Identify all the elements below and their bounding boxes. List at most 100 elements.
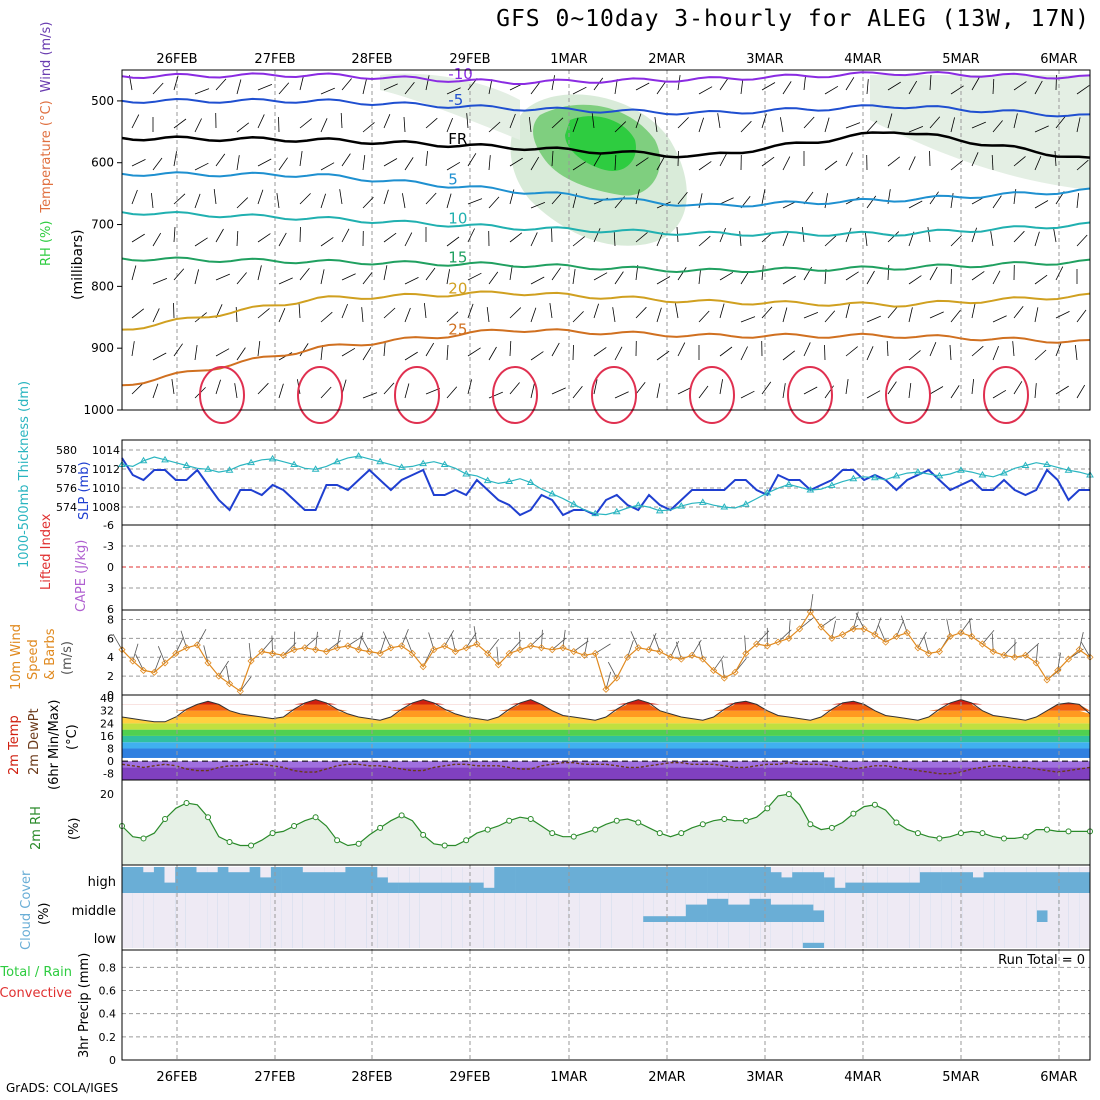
cloud-cell (302, 867, 314, 893)
wind-barb (740, 316, 756, 323)
wind-barb (866, 270, 875, 285)
wind-barb (677, 267, 687, 281)
wind-barb (379, 636, 387, 654)
wind-barb (572, 311, 584, 323)
thickness-marker (978, 470, 987, 478)
thickness-marker (225, 466, 234, 473)
wind-barb (530, 633, 544, 647)
rh-marker (527, 815, 534, 822)
wind-barb (235, 306, 238, 323)
wind-barb (1055, 74, 1057, 91)
wind-speed-marker (1064, 655, 1073, 663)
wind-barb (194, 118, 202, 133)
wind-barb (383, 158, 398, 167)
cloud-cell-clear (1036, 922, 1048, 948)
y-tick-label-right: 1012 (92, 463, 120, 476)
cloud-cell-clear (707, 893, 719, 899)
cloud-cell (643, 867, 655, 893)
cloud-cell-clear (845, 867, 857, 883)
cloud-cell-clear (558, 893, 570, 922)
wind-barb (803, 342, 811, 357)
cloud-cell-clear (260, 922, 272, 948)
cloud-cell (558, 867, 570, 893)
wind-barb (153, 655, 162, 673)
wind-speed-marker (742, 649, 750, 658)
wind-barb (1034, 125, 1049, 133)
wind-barb (698, 86, 713, 95)
wind-barb (866, 390, 881, 399)
wind-barb (803, 312, 819, 319)
wind-barb (131, 159, 146, 167)
cloud-cell-clear (792, 893, 804, 905)
cloud-cell-clear (824, 922, 836, 948)
wind-barb (1034, 349, 1047, 361)
wind-barb (824, 117, 830, 133)
cloud-cell (281, 867, 293, 893)
cloud-cell (728, 867, 740, 893)
cloud-cell-clear (270, 893, 282, 922)
rh-marker (377, 824, 384, 831)
wind-barb (677, 342, 686, 357)
wind-barb (852, 611, 859, 629)
wind-barb (591, 113, 595, 129)
cloud-cell (802, 893, 814, 922)
wind-barb (782, 275, 796, 285)
wind-speed-marker (516, 646, 524, 654)
cloud-cell-clear (260, 867, 272, 878)
y-axis-label-part: (%) (67, 818, 82, 841)
wind-barb (614, 121, 627, 133)
row-label: low (94, 932, 117, 947)
wind-speed-marker (312, 646, 320, 654)
cloud-cell-clear (143, 922, 155, 948)
wind-barb (908, 383, 912, 399)
rh-marker (850, 810, 857, 817)
wind-barb (215, 228, 224, 243)
wind-barb (740, 120, 752, 133)
cloud-cell-clear (419, 922, 431, 948)
cloud-cell-clear (919, 867, 931, 873)
cloud-cell-clear (653, 893, 665, 917)
wind-barb (691, 639, 702, 656)
cloud-cell-clear (909, 867, 921, 883)
cloud-cell-clear (1058, 922, 1070, 948)
cloud-cell-clear (1036, 867, 1048, 873)
wind-barb (845, 152, 853, 167)
y-tick-label: 0 (109, 1054, 116, 1067)
wind-barb (257, 158, 272, 167)
cloud-cell (962, 867, 974, 893)
wind-speed-marker (1011, 653, 1019, 661)
temperature-contour-loop (885, 366, 931, 424)
date-tick-bottom: 1MAR (550, 1070, 587, 1085)
wind-barb (215, 273, 230, 281)
cloud-cell-clear (164, 893, 176, 922)
wind-barb (782, 350, 796, 361)
rh-marker (140, 835, 147, 842)
thickness-marker (569, 500, 578, 507)
cloud-cell-clear (994, 867, 1006, 873)
wind-barb (320, 237, 334, 247)
wind-barb (1055, 341, 1062, 357)
wind-speed-marker (892, 632, 900, 641)
rh-marker (183, 800, 190, 807)
y-axis-label-part: Wind (m/s) (39, 22, 54, 93)
wind-barb (467, 153, 477, 167)
contour-label: 20 (448, 279, 467, 297)
wind-speed-marker (505, 649, 513, 658)
cloud-cell (653, 867, 665, 893)
wind-barb (530, 276, 545, 285)
cloud-panel: high middle low Cloud Cover (%) (19, 864, 1091, 951)
thickness-marker (677, 502, 686, 509)
wind-barb (278, 82, 290, 95)
wind-barb (509, 307, 522, 319)
cloud-cell-clear (568, 893, 580, 922)
wind-speed-marker (301, 644, 309, 652)
rh-marker (1022, 833, 1029, 840)
wind-barb (593, 77, 604, 91)
cloud-cell-clear (941, 893, 953, 922)
wind-barb (347, 635, 364, 647)
wind-speed-marker (247, 657, 255, 665)
rh-marker (162, 815, 169, 822)
wind-barb (236, 197, 249, 209)
wind-barb (341, 273, 356, 281)
thickness-marker (268, 454, 277, 462)
